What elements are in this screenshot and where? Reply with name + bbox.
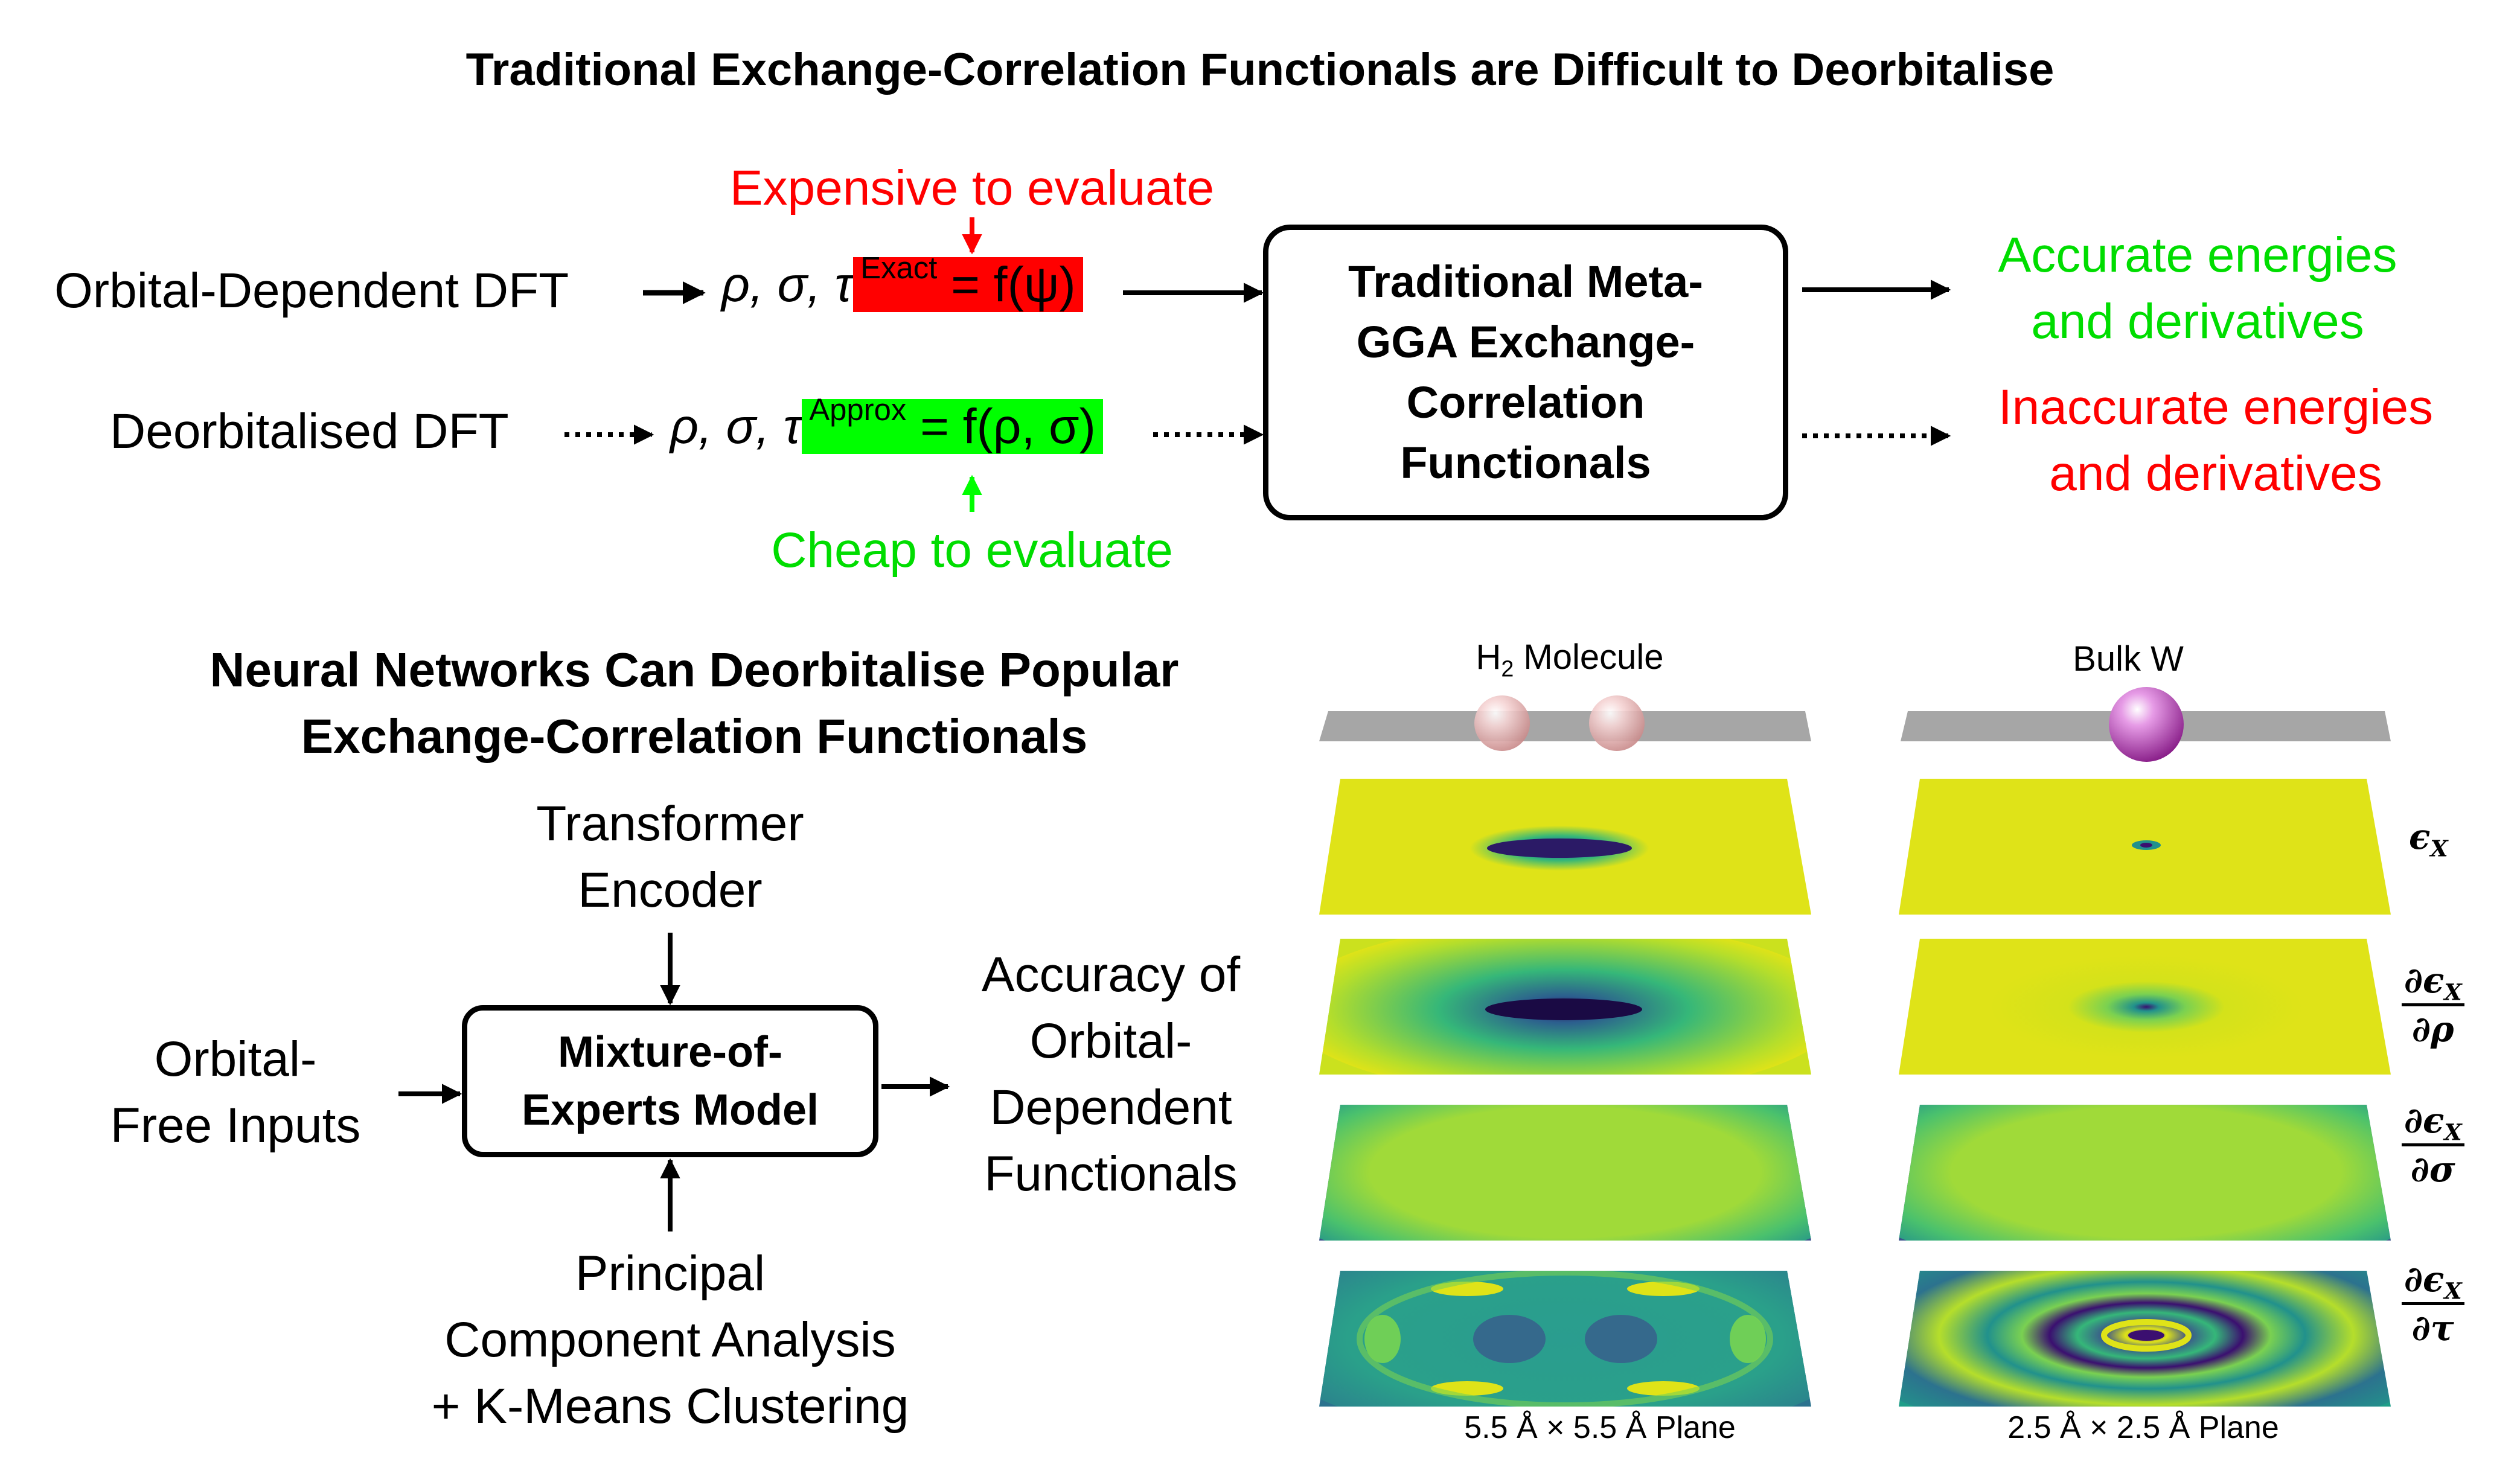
bulkw-atom xyxy=(2109,687,2184,762)
h2-title-rest: Molecule xyxy=(1523,637,1664,677)
inaccurate-output-label: Inaccurate energies and derivatives xyxy=(1956,374,2475,507)
tau-exact-highlight: Exact = f(ψ) xyxy=(853,252,1083,312)
x-sub-1: X xyxy=(2444,979,2462,1006)
d-symbol-num-1: ∂ xyxy=(2404,960,2423,1001)
inaccurate-line-1: Inaccurate energies xyxy=(1998,380,2434,435)
inputs-line-1: Orbital- xyxy=(154,1032,317,1087)
accurate-line-2: and derivatives xyxy=(2031,294,2364,349)
eps-symbol-3: ϵ xyxy=(2422,1259,2445,1300)
tau-approx-highlight: Approx = f(ρ, σ) xyxy=(802,394,1103,454)
bottom-title-line-2: Exchange-Correlation Functionals xyxy=(301,709,1088,763)
h2-plane-caption: 5.5 Å × 5.5 Å Plane xyxy=(1464,1410,1736,1445)
h2-eps-plane xyxy=(1319,779,1811,915)
pca-line-3: + K-Means Clustering xyxy=(431,1379,909,1434)
inputs-line-2: Free Inputs xyxy=(110,1098,361,1153)
epsilon-x-label: ϵX xyxy=(2409,816,2448,860)
tau-approx-rhs: = f(ρ, σ) xyxy=(920,399,1096,454)
bulkw-dsigma-plane xyxy=(1899,1105,2391,1241)
inaccurate-line-2: and derivatives xyxy=(2049,446,2382,501)
transformer-line-1: Transformer xyxy=(536,796,804,851)
approx-vars-prefix: ρ, σ, τ xyxy=(670,399,802,454)
bulkw-drho-plane xyxy=(1899,939,2391,1075)
d-symbol-num-3: ∂ xyxy=(2404,1259,2423,1300)
moe-line-1: Mixture-of- xyxy=(558,1028,782,1076)
tau-exact-rhs: = f(ψ) xyxy=(951,257,1076,312)
accuracy-line-4: Functionals xyxy=(984,1146,1238,1201)
transformer-line-2: Encoder xyxy=(578,863,763,918)
h2-title-main: H xyxy=(1476,637,1501,677)
expensive-label: Expensive to evaluate xyxy=(729,161,1215,216)
deps-drho-label: ∂ϵX ∂ρ xyxy=(2402,960,2464,1050)
accuracy-label: Accuracy of Orbital- Dependent Functiona… xyxy=(942,942,1280,1207)
eps-symbol: ϵ xyxy=(2409,816,2431,857)
deps-dtau-label: ∂ϵX ∂τ xyxy=(2402,1259,2464,1349)
bulkw-eps-plane xyxy=(1899,779,2391,915)
tau-symbol: τ xyxy=(2430,1308,2454,1349)
top-title: Traditional Exchange-Correlation Functio… xyxy=(465,44,2055,95)
accuracy-line-2: Orbital- xyxy=(1029,1014,1192,1069)
bulkw-dtau-plane xyxy=(1899,1271,2391,1407)
transformer-encoder-label: Transformer Encoder xyxy=(459,791,881,924)
tau-exact-sup: Exact xyxy=(860,250,938,285)
deorbitalised-dft-label: Deorbitalised DFT xyxy=(110,404,509,459)
x-sub-3: X xyxy=(2444,1277,2462,1305)
pca-line-1: Principal xyxy=(575,1246,766,1301)
h2-title-sub: 2 xyxy=(1501,656,1514,682)
box-line-1: Traditional Meta- xyxy=(1348,257,1703,307)
box-line-4: Functionals xyxy=(1400,438,1651,488)
box-line-3: Correlation xyxy=(1406,377,1645,427)
d-symbol-num-2: ∂ xyxy=(2404,1100,2423,1141)
eps-x-sub: X xyxy=(2430,835,2448,862)
d-symbol-den-3: ∂ xyxy=(2411,1308,2431,1349)
bulkw-plane-caption: 2.5 Å × 2.5 Å Plane xyxy=(2007,1410,2279,1445)
h2-drho-plane xyxy=(1319,939,1811,1075)
orbital-free-inputs-label: Orbital- Free Inputs xyxy=(78,1026,392,1159)
exact-vars-prefix: ρ, σ, τ xyxy=(721,257,854,312)
orbital-dependent-dft-label: Orbital-Dependent DFT xyxy=(54,263,569,318)
pca-line-2: Component Analysis xyxy=(444,1312,896,1367)
accurate-output-label: Accurate energies and derivatives xyxy=(1956,222,2439,355)
accuracy-line-3: Dependent xyxy=(990,1080,1232,1135)
box-line-2: GGA Exchange- xyxy=(1356,317,1695,367)
bottom-title: Neural Networks Can Deorbitalise Popular… xyxy=(121,637,1268,770)
eps-symbol-1: ϵ xyxy=(2422,960,2445,1001)
bottom-title-line-1: Neural Networks Can Deorbitalise Popular xyxy=(209,643,1179,697)
pca-label: Principal Component Analysis + K-Means C… xyxy=(368,1241,972,1440)
h2-molecule-title: H2 Molecule xyxy=(1358,637,1781,680)
tau-approx-sup: Approx xyxy=(809,392,907,427)
h2-atom-left xyxy=(1474,695,1530,751)
cheap-label: Cheap to evaluate xyxy=(771,523,1173,578)
accuracy-line-1: Accuracy of xyxy=(981,947,1241,1002)
h2-slab xyxy=(1319,711,1811,741)
exact-variables-formula: ρ, σ, τ Exact = f(ψ) xyxy=(721,252,1083,313)
moe-line-2: Experts Model xyxy=(521,1086,819,1134)
approx-variables-formula: ρ, σ, τ Approx = f(ρ, σ) xyxy=(670,394,1103,455)
eps-symbol-2: ϵ xyxy=(2422,1100,2445,1141)
d-symbol-den-2: ∂ xyxy=(2410,1149,2429,1190)
accurate-line-1: Accurate energies xyxy=(1998,228,2397,283)
deps-dsigma-label: ∂ϵX ∂σ xyxy=(2402,1100,2464,1190)
h2-atom-right xyxy=(1589,695,1645,751)
d-symbol-den-1: ∂ xyxy=(2412,1009,2431,1050)
traditional-meta-gga-box: Traditional Meta- GGA Exchange- Correlat… xyxy=(1263,225,1788,520)
h2-dtau-plane xyxy=(1319,1271,1811,1407)
sigma-symbol: σ xyxy=(2429,1149,2455,1190)
bulk-w-title: Bulk W xyxy=(2073,639,2184,679)
h2-dsigma-plane xyxy=(1319,1105,1811,1241)
mixture-of-experts-box: Mixture-of- Experts Model xyxy=(462,1005,878,1157)
rho-symbol: ρ xyxy=(2430,1009,2454,1050)
x-sub-2: X xyxy=(2444,1119,2462,1146)
